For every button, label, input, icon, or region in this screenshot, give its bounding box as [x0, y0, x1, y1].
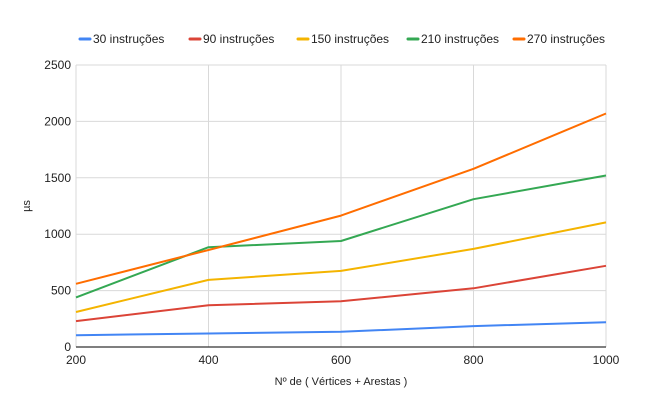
- grid: [75, 64, 607, 347]
- y-tick-label: 2500: [44, 58, 71, 72]
- x-tick-label: 1000: [593, 353, 620, 367]
- legend-label: 90 instruções: [203, 32, 274, 46]
- series-line-5: [75, 112, 607, 285]
- legend-label: 30 instruções: [93, 32, 164, 46]
- y-axis-title: µs: [21, 200, 33, 212]
- y-tick-label: 1000: [44, 227, 71, 241]
- x-tick-label: 800: [463, 353, 483, 367]
- series-line-2: [75, 264, 607, 323]
- x-axis-title: Nº de ( Vértices + Arestas ): [275, 376, 408, 388]
- y-tick-label: 0: [64, 340, 71, 354]
- legend-label: 210 instruções: [421, 32, 499, 46]
- series-line-3: [75, 221, 607, 313]
- y-tick-label: 500: [51, 284, 71, 298]
- series-line-4: [75, 174, 607, 299]
- y-tick-label: 2000: [44, 114, 71, 128]
- y-tick-label: 1500: [44, 171, 71, 185]
- legend-label: 270 instruções: [527, 32, 605, 46]
- x-tick-label: 400: [198, 353, 218, 367]
- x-tick-label: 600: [331, 353, 351, 367]
- series-lines: [75, 112, 607, 337]
- legend: 30 instruções 90 instruções 150 instruções…: [78, 32, 605, 46]
- series-line-1: [75, 321, 607, 337]
- axes: 0 500 1000 1500 2000 2500 200 400 600 800 1000: [44, 58, 619, 367]
- legend-label: 150 instruções: [311, 32, 389, 46]
- x-tick-label: 200: [66, 353, 86, 367]
